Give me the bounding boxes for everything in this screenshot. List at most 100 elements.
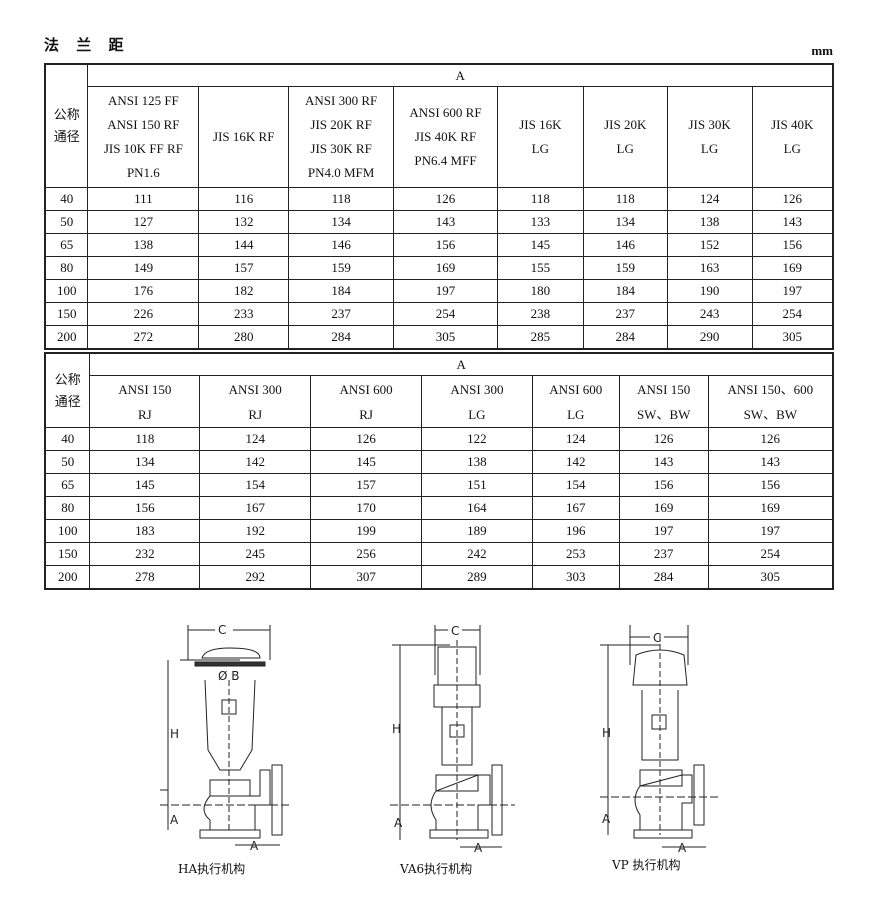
table-cell: 169 (618, 496, 709, 520)
table-cell: 292 (199, 565, 312, 590)
table-cell: 144 (198, 233, 290, 257)
table-cell: 126 (707, 427, 834, 451)
column-header: JIS 16K RF (198, 86, 290, 188)
table-cell: 245 (199, 542, 312, 566)
table-cell: 192 (199, 519, 312, 543)
table-cell: 197 (707, 519, 834, 543)
nominal-diameter-cell: 80 (44, 256, 89, 280)
nominal-diameter-cell: 150 (44, 302, 89, 326)
table-cell: 118 (89, 427, 201, 451)
table-cell: 152 (666, 233, 753, 257)
table-cell: 143 (393, 210, 498, 234)
table-cell: 143 (751, 210, 834, 234)
column-header: JIS 40K LG (751, 86, 834, 188)
table-cell: 184 (582, 279, 668, 303)
table-cell: 197 (393, 279, 498, 303)
table-cell: 116 (198, 187, 290, 211)
header-row: 公称 通径 A (44, 352, 834, 428)
table-cell: 156 (393, 233, 498, 257)
table-cell: 138 (87, 233, 200, 257)
table-cell: 156 (751, 233, 834, 257)
nominal-diameter-cell: 100 (44, 519, 91, 543)
table-cell: 134 (89, 450, 201, 474)
table-cell: 134 (582, 210, 668, 234)
table-cell: 196 (531, 519, 620, 543)
table-cell: 126 (751, 187, 834, 211)
table-cell: 305 (393, 325, 498, 350)
dim-a-vertical-label: A (602, 812, 611, 826)
table-cell: 243 (666, 302, 753, 326)
table-cell: 163 (666, 256, 753, 280)
table-cell: 182 (198, 279, 290, 303)
dim-a-vertical-label: A (170, 813, 179, 827)
table-cell: 169 (707, 496, 834, 520)
nominal-diameter-header: 公称 通径 (44, 63, 89, 188)
table-cell: 127 (87, 210, 200, 234)
nominal-diameter-cell: 200 (44, 325, 89, 350)
valve-diagram-va6: C H A A (390, 625, 515, 855)
table-cell: 138 (420, 450, 533, 474)
dim-h-label: H (170, 727, 179, 741)
table-cell: 253 (531, 542, 620, 566)
column-header: ANSI 300 RF JIS 20K RF JIS 30K RF PN4.0 … (288, 86, 395, 188)
column-header: ANSI 150、600 SW、BW (707, 375, 834, 428)
table-cell: 118 (288, 187, 395, 211)
nominal-diameter-cell: 50 (44, 450, 91, 474)
nominal-diameter-header: 公称 通径 (44, 352, 91, 428)
table-row: 80 149 157 159 169 155 159 163 169 (44, 256, 834, 280)
table-cell: 151 (420, 473, 533, 497)
nominal-diameter-cell: 100 (44, 279, 89, 303)
column-header: JIS 30K LG (666, 86, 753, 188)
table-cell: 157 (198, 256, 290, 280)
group-header-a: A (89, 352, 834, 376)
table-cell: 155 (496, 256, 584, 280)
table-cell: 237 (288, 302, 395, 326)
table-cell: 180 (496, 279, 584, 303)
valve-diagram-vp: C H A A (600, 625, 720, 855)
column-header: ANSI 150 RJ (89, 375, 201, 428)
column-header: ANSI 600 RF JIS 40K RF PN6.4 MFF (393, 86, 498, 188)
table-cell: 143 (707, 450, 834, 474)
table-cell: 256 (310, 542, 422, 566)
nominal-diameter-cell: 40 (44, 427, 91, 451)
table-row: 50 134 142 145 138 142 143 143 (44, 450, 834, 474)
table-cell: 133 (496, 210, 584, 234)
table-cell: 143 (618, 450, 709, 474)
table-cell: 237 (582, 302, 668, 326)
table-cell: 149 (87, 256, 200, 280)
table-cell: 305 (707, 565, 834, 590)
table-cell: 232 (89, 542, 201, 566)
table-row: 150 226 233 237 254 238 237 243 254 (44, 302, 834, 326)
table-cell: 226 (87, 302, 200, 326)
nominal-diameter-cell: 40 (44, 187, 89, 211)
table-cell: 184 (288, 279, 395, 303)
column-header: ANSI 300 RJ (199, 375, 312, 428)
dim-c-label: C (653, 631, 661, 645)
table-cell: 305 (751, 325, 834, 350)
flange-distance-table-1: 公称 通径 A ANSI 125 FF ANSI 150 RF JIS 10K FF… (44, 63, 834, 350)
table-row: 100 183 192 199 189 196 197 197 (44, 519, 834, 543)
table-cell: 156 (618, 473, 709, 497)
column-header: ANSI 600 LG (531, 375, 620, 428)
column-header: ANSI 125 FF ANSI 150 RF JIS 10K FF RF PN… (87, 86, 200, 188)
table-cell: 159 (582, 256, 668, 280)
table-cell: 145 (310, 450, 422, 474)
table-cell: 233 (198, 302, 290, 326)
table-cell: 157 (310, 473, 422, 497)
table-cell: 290 (666, 325, 753, 350)
table-cell: 156 (707, 473, 834, 497)
table-cell: 122 (420, 427, 533, 451)
table-cell: 156 (89, 496, 201, 520)
table-cell: 183 (89, 519, 201, 543)
table-cell: 197 (618, 519, 709, 543)
table-cell: 278 (89, 565, 201, 590)
dim-a-horizontal-label: A (678, 841, 687, 855)
nominal-diameter-cell: 65 (44, 473, 91, 497)
table-cell: 159 (288, 256, 395, 280)
table-row: 80 156 167 170 164 167 169 169 (44, 496, 834, 520)
table-cell: 167 (199, 496, 312, 520)
table-row: 65 145 154 157 151 154 156 156 (44, 473, 834, 497)
table-cell: 254 (751, 302, 834, 326)
table-cell: 146 (288, 233, 395, 257)
table-row: 150 232 245 256 242 253 237 254 (44, 542, 834, 566)
